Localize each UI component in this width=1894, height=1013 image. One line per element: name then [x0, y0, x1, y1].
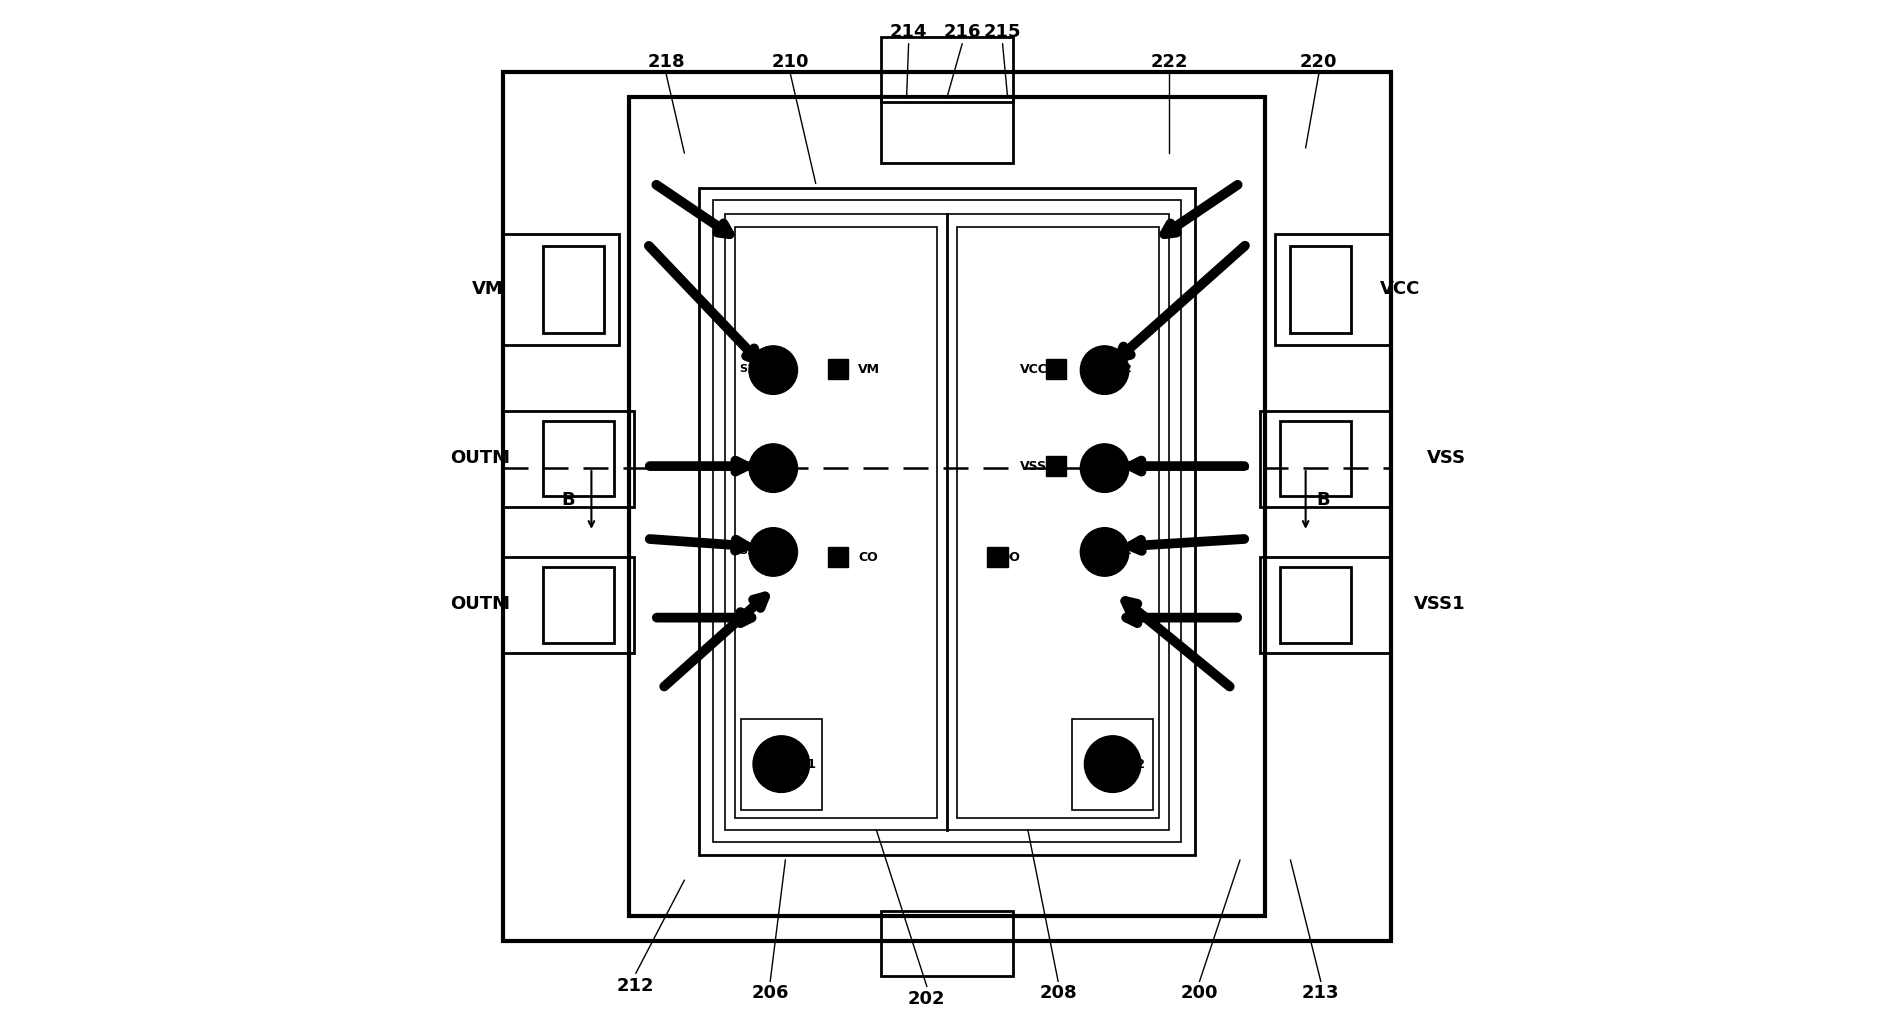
Text: 212: 212: [617, 978, 655, 996]
Bar: [1275, 234, 1392, 344]
Circle shape: [1080, 444, 1129, 492]
Text: S2: S2: [1117, 364, 1133, 374]
Bar: [881, 911, 1013, 977]
Bar: [502, 72, 1392, 941]
Bar: [502, 234, 619, 344]
Text: VM: VM: [858, 363, 881, 376]
Text: 208: 208: [1040, 985, 1078, 1003]
Bar: [1280, 567, 1350, 643]
Text: G1: G1: [797, 758, 816, 771]
Bar: [1072, 718, 1153, 809]
Text: VSS: VSS: [1426, 449, 1466, 467]
Text: VSS1: VSS1: [1413, 596, 1466, 614]
Text: B: B: [561, 491, 576, 510]
Bar: [1045, 456, 1066, 476]
Text: S1: S1: [739, 364, 756, 374]
Circle shape: [748, 345, 797, 394]
Bar: [1290, 246, 1350, 332]
Text: 215: 215: [983, 22, 1021, 41]
Bar: [741, 718, 822, 809]
Text: VCC: VCC: [1379, 281, 1420, 298]
Bar: [502, 410, 634, 506]
Text: CO: CO: [858, 550, 877, 563]
Bar: [1260, 557, 1392, 653]
Bar: [828, 547, 849, 567]
Text: S1: S1: [739, 546, 756, 556]
Text: VSS: VSS: [1019, 460, 1047, 473]
Text: 222: 222: [1150, 53, 1188, 71]
Text: 214: 214: [890, 22, 928, 41]
Bar: [1260, 410, 1392, 506]
Bar: [956, 227, 1159, 817]
Text: 220: 220: [1299, 53, 1337, 71]
Text: OUTM: OUTM: [451, 596, 509, 614]
Text: 216: 216: [943, 22, 981, 41]
Circle shape: [1085, 735, 1140, 792]
Bar: [725, 214, 1169, 830]
Bar: [881, 36, 1013, 102]
Circle shape: [748, 528, 797, 576]
Text: G2: G2: [1127, 758, 1146, 771]
Bar: [735, 227, 938, 817]
Text: VCC: VCC: [1019, 363, 1047, 376]
Text: 213: 213: [1301, 985, 1339, 1003]
Circle shape: [754, 735, 809, 792]
Bar: [629, 97, 1265, 916]
Text: 206: 206: [752, 985, 790, 1003]
Circle shape: [1080, 528, 1129, 576]
Circle shape: [748, 444, 797, 492]
Bar: [699, 188, 1195, 855]
Bar: [987, 547, 1008, 567]
Text: B: B: [1316, 491, 1330, 510]
Text: S2: S2: [1117, 461, 1133, 471]
Bar: [881, 97, 1013, 163]
Bar: [544, 246, 604, 332]
Text: S2: S2: [1117, 546, 1133, 556]
Text: DO: DO: [1000, 550, 1021, 563]
Bar: [502, 557, 634, 653]
Text: VM: VM: [472, 281, 504, 298]
Text: 202: 202: [907, 991, 945, 1009]
Bar: [1045, 359, 1066, 379]
Text: S1: S1: [739, 461, 756, 471]
Text: OUTM: OUTM: [451, 449, 509, 467]
Bar: [1280, 420, 1350, 496]
Bar: [712, 201, 1182, 842]
Circle shape: [1080, 345, 1129, 394]
Bar: [544, 567, 614, 643]
Text: 218: 218: [648, 53, 686, 71]
Bar: [544, 420, 614, 496]
Text: 200: 200: [1180, 985, 1218, 1003]
Bar: [828, 359, 849, 379]
Text: 210: 210: [771, 53, 809, 71]
